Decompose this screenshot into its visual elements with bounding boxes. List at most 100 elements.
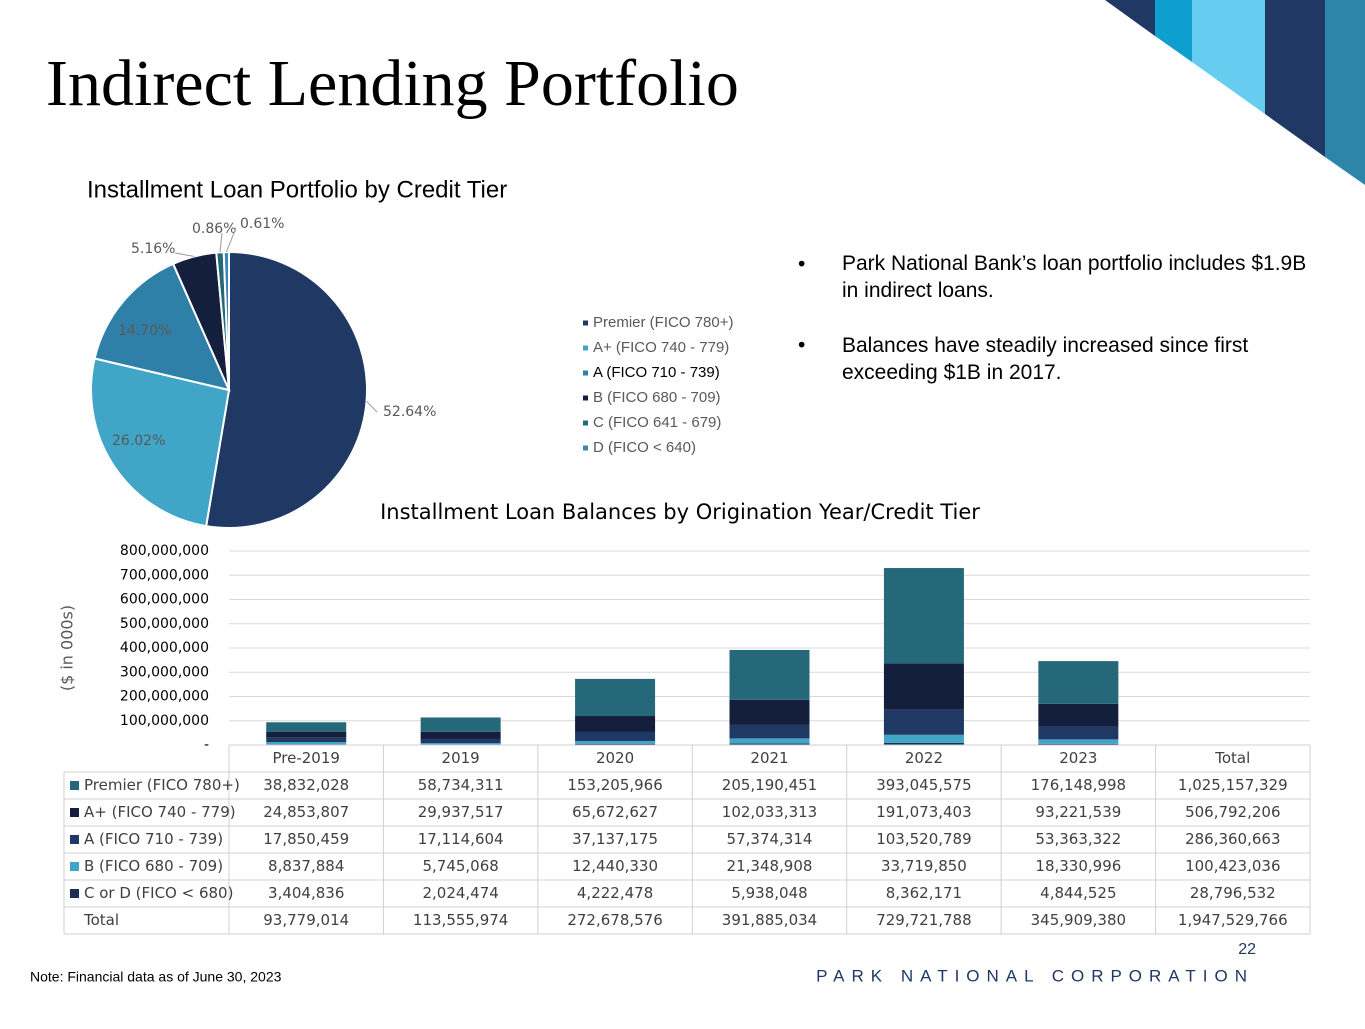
table-cell: 506,792,206 (1185, 803, 1280, 821)
table-cell: Total (83, 911, 119, 929)
table-cell: 103,520,789 (876, 830, 971, 848)
bar-segment (266, 732, 346, 738)
table-cell: 391,885,034 (722, 911, 817, 929)
table-cell: 8,837,884 (268, 857, 344, 875)
bar-segment (730, 724, 810, 738)
footer-brand: PARK NATIONAL CORPORATION (816, 966, 1254, 985)
data-label: 0.86% (192, 221, 236, 237)
bar-segment (884, 735, 964, 743)
table-cell: 5,938,048 (731, 884, 807, 902)
bullet: Balances have steadily increased since f… (842, 332, 1312, 386)
bar-title: Installment Loan Balances by Origination… (380, 500, 980, 524)
table-cell: 3,404,836 (268, 884, 344, 902)
bar-segment (266, 738, 346, 742)
data-label: 14.70% (118, 323, 171, 339)
table-cell: 729,721,788 (876, 911, 971, 929)
table-cell: 18,330,996 (1035, 857, 1121, 875)
table-cell: 17,850,459 (263, 830, 349, 848)
y-tick-label: - (204, 737, 209, 753)
y-tick-label: 700,000,000 (120, 567, 209, 583)
bar-segment (1038, 704, 1118, 727)
y-tick-label: 200,000,000 (120, 689, 209, 705)
table-cell: 191,073,403 (876, 803, 971, 821)
table-cell: 2021 (750, 749, 788, 767)
stripe (1265, 0, 1325, 157)
table-cell: 33,719,850 (881, 857, 967, 875)
table-cell: Premier (FICO 780+) (84, 776, 240, 794)
table-cell: B (FICO 680 - 709) (84, 857, 223, 875)
bar-segment (1038, 661, 1118, 704)
legend-label: A+ (FICO 740 - 779) (593, 339, 729, 356)
table-cell: 57,374,314 (727, 830, 813, 848)
bullet-mark: • (798, 253, 805, 276)
table-cell: 2019 (442, 749, 480, 767)
table-cell: 102,033,313 (722, 803, 817, 821)
bar-segment (421, 743, 501, 744)
table-cell: 176,148,998 (1031, 776, 1126, 794)
table-cell: 21,348,908 (727, 857, 813, 875)
page-number: 22 (1238, 941, 1256, 958)
stripe (1192, 0, 1265, 114)
legend-swatch (583, 321, 588, 326)
y-tick-label: 800,000,000 (120, 543, 209, 559)
slide-title: Indirect Lending Portfolio (46, 47, 739, 120)
stripe (1105, 0, 1155, 36)
note: Note: Financial data as of June 30, 2023 (30, 969, 282, 985)
bar-segment (884, 663, 964, 709)
table-cell: A+ (FICO 740 - 779) (84, 803, 236, 821)
leader-line (175, 253, 194, 256)
bullets: Park National Bank’s loan portfolio incl… (842, 250, 1312, 410)
legend-swatch (70, 862, 79, 871)
table-cell: 2023 (1059, 749, 1097, 767)
bar-segment (884, 710, 964, 735)
corner-decoration (1105, 0, 1365, 185)
table-cell: 393,045,575 (876, 776, 971, 794)
table-cell: C or D (FICO < 680) (84, 884, 233, 902)
table-cell: 272,678,576 (567, 911, 662, 929)
bar-segment (575, 741, 655, 744)
table-cell: 8,362,171 (886, 884, 962, 902)
table-cell: 65,672,627 (572, 803, 658, 821)
table-cell: 100,423,036 (1185, 857, 1280, 875)
bullet-mark: • (798, 334, 805, 357)
table-cell: 24,853,807 (263, 803, 349, 821)
pie-title: Installment Loan Portfolio by Credit Tie… (87, 176, 507, 203)
bar-segment (575, 716, 655, 732)
table-cell: 1,025,157,329 (1178, 776, 1288, 794)
bullet: Park National Bank’s loan portfolio incl… (842, 250, 1312, 304)
table-cell: 93,779,014 (263, 911, 349, 929)
bar-segment (266, 722, 346, 731)
table-cell: 93,221,539 (1035, 803, 1121, 821)
y-tick-label: 600,000,000 (120, 592, 209, 608)
bar-segment (730, 700, 810, 725)
table-cell: 113,555,974 (413, 911, 508, 929)
table-cell: 29,937,517 (418, 803, 504, 821)
stripe (1155, 0, 1192, 62)
bar-segment (421, 732, 501, 739)
table-cell: 12,440,330 (572, 857, 658, 875)
table-cell: 38,832,028 (263, 776, 349, 794)
legend-label: A (FICO 710 - 739) (593, 364, 720, 381)
table-cell: Pre-2019 (272, 749, 339, 767)
y-tick-label: 300,000,000 (120, 664, 209, 680)
table-cell: A (FICO 710 - 739) (84, 830, 223, 848)
table-cell: 4,222,478 (577, 884, 653, 902)
legend-swatch (583, 346, 588, 351)
bar-segment (266, 742, 346, 744)
legend-swatch (583, 421, 588, 426)
table-cell: 28,796,532 (1190, 884, 1276, 902)
table-cell: 1,947,529,766 (1178, 911, 1288, 929)
table-cell: 153,205,966 (567, 776, 662, 794)
bar-segment (730, 650, 810, 700)
leader-line (367, 401, 377, 412)
data-label: 0.61% (240, 216, 284, 232)
legend-swatch (70, 835, 79, 844)
bar-segment (421, 739, 501, 743)
table-cell: 345,909,380 (1031, 911, 1126, 929)
legend-label: C (FICO 641 - 679) (593, 414, 721, 431)
legend-label: B (FICO 680 - 709) (593, 389, 721, 406)
bar-segment (575, 679, 655, 716)
y-tick-label: 500,000,000 (120, 616, 209, 632)
legend-swatch (70, 808, 79, 817)
